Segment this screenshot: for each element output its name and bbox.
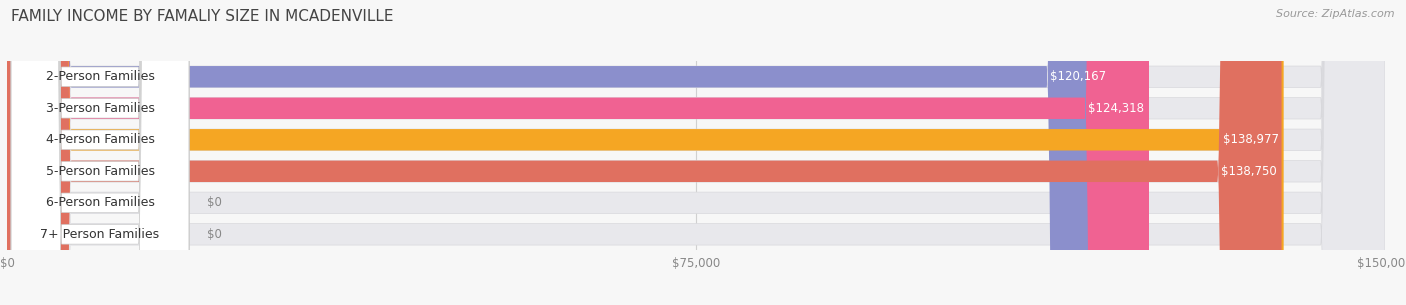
FancyBboxPatch shape — [11, 0, 188, 305]
Text: 6-Person Families: 6-Person Families — [45, 196, 155, 209]
FancyBboxPatch shape — [7, 0, 1385, 305]
FancyBboxPatch shape — [11, 0, 188, 305]
Text: $138,977: $138,977 — [1223, 133, 1279, 146]
FancyBboxPatch shape — [7, 0, 1385, 305]
FancyBboxPatch shape — [11, 0, 188, 305]
FancyBboxPatch shape — [7, 0, 1385, 305]
FancyBboxPatch shape — [11, 0, 188, 305]
Text: 7+ Person Families: 7+ Person Families — [41, 228, 160, 241]
Text: Source: ZipAtlas.com: Source: ZipAtlas.com — [1277, 9, 1395, 19]
FancyBboxPatch shape — [7, 0, 1282, 305]
Text: $138,750: $138,750 — [1222, 165, 1277, 178]
FancyBboxPatch shape — [7, 0, 1385, 305]
Text: 4-Person Families: 4-Person Families — [45, 133, 155, 146]
Text: FAMILY INCOME BY FAMALIY SIZE IN MCADENVILLE: FAMILY INCOME BY FAMALIY SIZE IN MCADENV… — [11, 9, 394, 24]
Text: 5-Person Families: 5-Person Families — [45, 165, 155, 178]
Text: $0: $0 — [207, 228, 222, 241]
Text: $120,167: $120,167 — [1050, 70, 1107, 83]
FancyBboxPatch shape — [7, 0, 1385, 305]
Text: 3-Person Families: 3-Person Families — [45, 102, 155, 115]
FancyBboxPatch shape — [7, 0, 1149, 305]
Text: $0: $0 — [207, 196, 222, 209]
FancyBboxPatch shape — [11, 0, 188, 305]
Text: $124,318: $124,318 — [1088, 102, 1144, 115]
FancyBboxPatch shape — [7, 0, 1385, 305]
FancyBboxPatch shape — [7, 0, 1111, 305]
FancyBboxPatch shape — [11, 0, 188, 305]
FancyBboxPatch shape — [7, 0, 1284, 305]
Text: 2-Person Families: 2-Person Families — [45, 70, 155, 83]
